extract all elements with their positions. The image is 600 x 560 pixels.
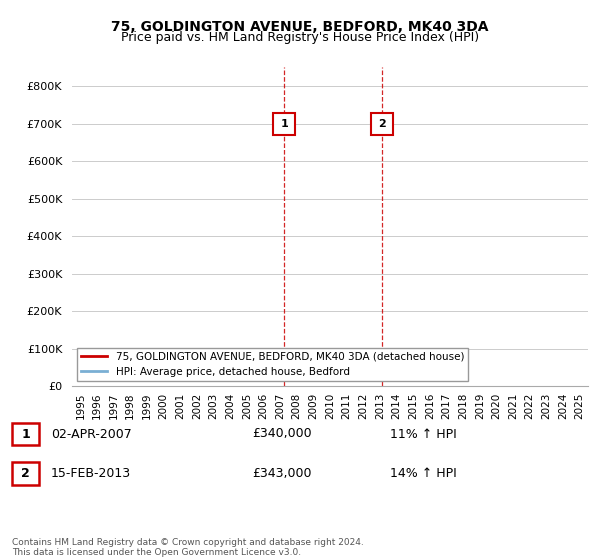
Legend: 75, GOLDINGTON AVENUE, BEDFORD, MK40 3DA (detached house), HPI: Average price, d: 75, GOLDINGTON AVENUE, BEDFORD, MK40 3DA… [77, 348, 469, 381]
Text: £343,000: £343,000 [252, 466, 311, 480]
Text: 11% ↑ HPI: 11% ↑ HPI [390, 427, 457, 441]
Text: 2: 2 [378, 119, 385, 129]
Text: Contains HM Land Registry data © Crown copyright and database right 2024.
This d: Contains HM Land Registry data © Crown c… [12, 538, 364, 557]
Text: £340,000: £340,000 [252, 427, 311, 441]
Text: 75, GOLDINGTON AVENUE, BEDFORD, MK40 3DA: 75, GOLDINGTON AVENUE, BEDFORD, MK40 3DA [111, 20, 489, 34]
Text: 02-APR-2007: 02-APR-2007 [51, 427, 132, 441]
Text: 1: 1 [280, 119, 288, 129]
Text: 15-FEB-2013: 15-FEB-2013 [51, 466, 131, 480]
Text: 14% ↑ HPI: 14% ↑ HPI [390, 466, 457, 480]
Text: Price paid vs. HM Land Registry's House Price Index (HPI): Price paid vs. HM Land Registry's House … [121, 31, 479, 44]
Text: 1: 1 [21, 427, 30, 441]
Text: 2: 2 [21, 466, 30, 480]
